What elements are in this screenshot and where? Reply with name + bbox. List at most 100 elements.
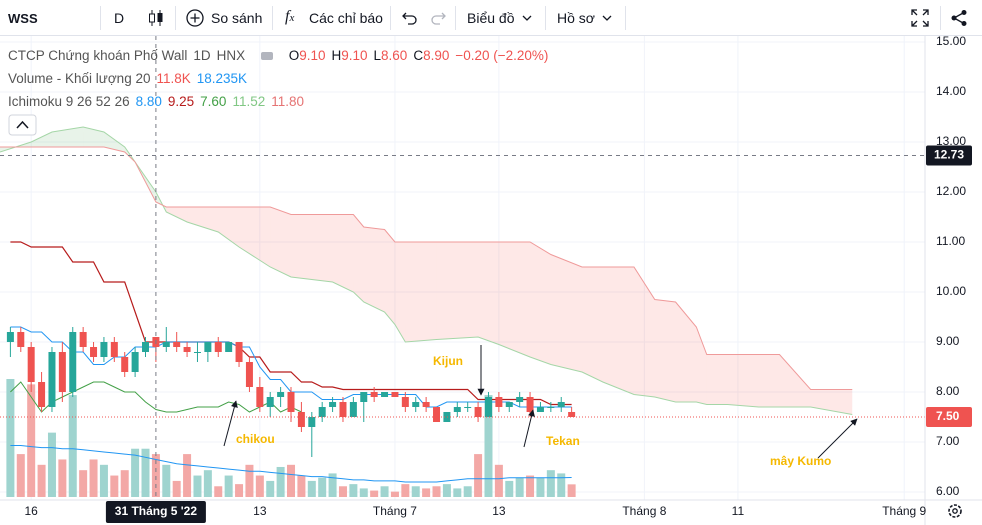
cloud bbox=[675, 302, 697, 402]
volume-bar bbox=[536, 477, 545, 497]
candle-body bbox=[381, 392, 389, 397]
cloud bbox=[758, 354, 780, 407]
candle-body bbox=[183, 347, 191, 352]
chart-menu[interactable]: Biểu đồ bbox=[467, 10, 515, 26]
indicators-button[interactable]: Các chỉ báo bbox=[309, 10, 383, 26]
fx-icon[interactable]: fx bbox=[285, 8, 295, 25]
legend-row: Ichimoku 9 26 52 26 8.80 9.25 7.60 11.52 11.8… bbox=[8, 90, 554, 113]
cloud bbox=[31, 132, 52, 147]
candle-body bbox=[547, 407, 555, 408]
fullscreen-button[interactable] bbox=[911, 9, 929, 27]
kijun-line bbox=[10, 241, 572, 406]
candle-body bbox=[526, 397, 534, 412]
candle-body bbox=[204, 342, 212, 352]
separator bbox=[100, 6, 101, 30]
span-a-value: 11.52 bbox=[232, 94, 266, 109]
collapse-button[interactable] bbox=[8, 114, 37, 136]
candle-body bbox=[256, 387, 264, 407]
volume-bar bbox=[37, 464, 46, 497]
volume-bar bbox=[370, 490, 379, 497]
chikou-line bbox=[10, 381, 302, 413]
exchange: HNX bbox=[216, 48, 246, 63]
volume-bar bbox=[162, 464, 171, 497]
candle-body bbox=[318, 407, 326, 417]
annotation: mây Kumo bbox=[770, 454, 831, 468]
legend: CTCP Chứng khoán Phố Wall 1D HNX O9.10 H9.1… bbox=[8, 44, 554, 113]
separator bbox=[390, 6, 391, 30]
volume-bar bbox=[422, 488, 431, 497]
candle-body bbox=[339, 402, 347, 417]
candle-body bbox=[131, 352, 139, 372]
volume-bar bbox=[214, 486, 223, 497]
undo-button[interactable] bbox=[402, 10, 418, 26]
volume-bar bbox=[401, 484, 410, 497]
ohlc-value: 9.10 bbox=[341, 48, 368, 63]
y-tick-label: 13.00 bbox=[936, 134, 966, 148]
cloud bbox=[779, 354, 811, 407]
volume-bar bbox=[453, 488, 462, 497]
share-button[interactable] bbox=[950, 9, 968, 27]
candle-body bbox=[100, 342, 108, 357]
candle-body bbox=[277, 392, 285, 397]
profile-menu[interactable]: Hồ sơ bbox=[557, 10, 595, 26]
cloud bbox=[654, 299, 676, 402]
legend-row: CTCP Chứng khoán Phố Wall 1D HNX O9.10 H9.1… bbox=[8, 44, 554, 67]
cloud bbox=[706, 354, 728, 405]
change: −0.20 (−2.20%) bbox=[455, 48, 549, 63]
chart-style-button[interactable] bbox=[147, 8, 165, 28]
candle-body bbox=[464, 407, 472, 408]
compare-icon[interactable] bbox=[186, 9, 204, 27]
volume-title: Volume - Khối lượng 20 bbox=[8, 71, 151, 86]
cloud bbox=[498, 242, 531, 357]
volume-bar bbox=[131, 448, 140, 497]
cloud bbox=[83, 127, 104, 147]
candle-body bbox=[17, 332, 25, 347]
candle-body bbox=[453, 407, 461, 412]
volume-bar bbox=[432, 486, 441, 497]
volume-bar bbox=[390, 491, 399, 497]
interval-button[interactable]: D bbox=[114, 10, 125, 26]
symbol[interactable]: WSS bbox=[8, 11, 38, 26]
annotation: Kijun bbox=[433, 354, 463, 368]
last-price-box bbox=[926, 407, 972, 427]
volume-bar bbox=[442, 484, 451, 497]
candle-body bbox=[391, 392, 399, 397]
y-tick-label: 12.00 bbox=[936, 184, 966, 198]
volume-bar bbox=[318, 477, 327, 497]
volume-bar bbox=[58, 459, 67, 497]
y-tick-label: 9.00 bbox=[936, 334, 960, 348]
cloud bbox=[727, 354, 759, 407]
volume-bar bbox=[193, 475, 202, 497]
volume-ma-line bbox=[10, 445, 572, 483]
candle-body bbox=[6, 332, 14, 342]
candle-body bbox=[484, 397, 492, 417]
candle-body bbox=[48, 352, 56, 407]
settings-button[interactable] bbox=[948, 504, 962, 518]
volume-bar bbox=[349, 484, 358, 497]
y-tick-label: 11.00 bbox=[936, 234, 965, 248]
volume-bar bbox=[287, 464, 296, 497]
legend-row: Volume - Khối lượng 20 11.8K 18.235K bbox=[8, 67, 554, 90]
volume-bar bbox=[16, 454, 25, 497]
y-tick-label: 15.00 bbox=[936, 34, 966, 48]
cloud bbox=[270, 207, 292, 277]
volume-bar bbox=[338, 486, 347, 497]
crosshair-x-label: 31 Tháng 5 '22 bbox=[115, 504, 198, 518]
volume-bar bbox=[515, 477, 524, 497]
candle-body bbox=[27, 347, 35, 382]
volume-bar bbox=[546, 470, 555, 497]
candle-body bbox=[287, 392, 295, 412]
x-tick-label: Tháng 7 bbox=[373, 504, 417, 518]
volume-bar bbox=[380, 486, 389, 497]
candle-body bbox=[193, 352, 201, 353]
volume-bar bbox=[245, 464, 254, 497]
separator bbox=[175, 6, 176, 30]
redo-button[interactable] bbox=[430, 10, 446, 26]
volume-bar bbox=[235, 484, 244, 497]
compare-button[interactable]: So sánh bbox=[211, 10, 263, 26]
x-tick-label: 13 bbox=[492, 504, 506, 518]
cloud bbox=[436, 242, 479, 340]
candle-body bbox=[536, 407, 544, 412]
cloud bbox=[166, 207, 188, 222]
